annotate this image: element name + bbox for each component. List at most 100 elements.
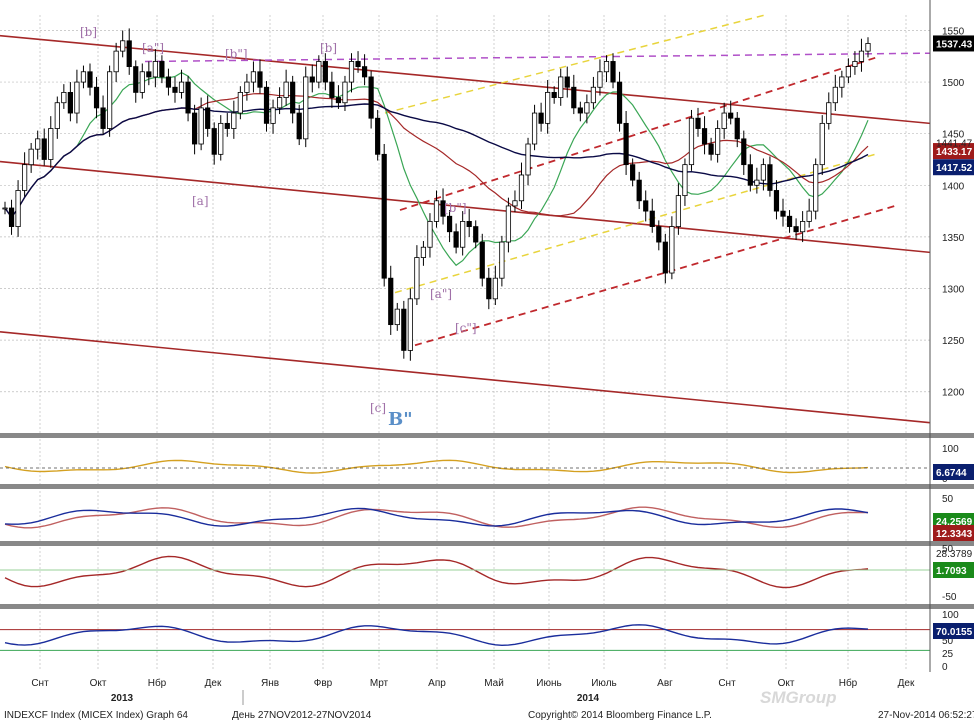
candle-body [211, 128, 217, 155]
candle-body [28, 148, 34, 166]
candle-body [54, 102, 60, 129]
ma-red-tag-bg [933, 143, 974, 160]
wave-label: [c"] [455, 321, 477, 335]
candle-body [741, 138, 747, 166]
moving-averages [4, 71, 869, 267]
candle-body [649, 210, 655, 227]
candle-body [682, 164, 688, 197]
candle-body [446, 215, 453, 233]
candle-body [701, 128, 708, 145]
candle-body [773, 190, 780, 212]
wave-labels: [b] [a"] [b"] [a] [b] [c]B" [b"] [a"] [c"] [80, 25, 477, 430]
y-tick-label: 1300 [942, 285, 965, 296]
candle-body [276, 97, 283, 109]
candle-body [754, 179, 760, 186]
candle-body [479, 241, 485, 279]
candle-body [165, 76, 172, 88]
p2-tick: 50 [942, 494, 954, 505]
candle-body [845, 66, 851, 78]
candles [2, 28, 871, 361]
candle-body [505, 205, 512, 243]
candle-body [237, 92, 243, 114]
month-label: Фвр [314, 678, 333, 689]
panel-separator [0, 604, 974, 609]
dashed-yellow-line [384, 14, 766, 114]
candle-body [303, 76, 309, 140]
p3-readout-2: 1.7093 [936, 566, 967, 577]
footer-range: День 27NOV2012-27NOV2014 [232, 710, 372, 721]
ma-green-tag: 1441.47 [936, 138, 973, 149]
candle-body [342, 81, 348, 104]
ma-black-tag: 1417.52 [936, 163, 973, 174]
wave-label: [b] [80, 25, 97, 39]
candle-body [440, 200, 446, 217]
month-label: Мрт [370, 678, 389, 689]
candle-body [316, 61, 322, 83]
candle-body [564, 76, 570, 88]
candle-body [322, 61, 328, 83]
candle-body [263, 86, 270, 124]
wave-label: [b] [320, 41, 337, 55]
candle-body [819, 122, 825, 166]
candle-body [800, 221, 806, 233]
month-label: Июнь [536, 678, 561, 689]
candle-body [355, 61, 361, 68]
candle-body [734, 117, 740, 140]
wave-label: [a"] [142, 41, 164, 55]
ma-black-tag-bg [933, 159, 974, 176]
p1-line [4, 459, 869, 474]
p2-readout-2: 12.3343 [936, 529, 973, 540]
candle-body [244, 81, 250, 93]
month-label: Дек [205, 678, 222, 689]
candle-body [401, 308, 407, 351]
candle-body [806, 210, 812, 222]
candle-body [139, 71, 145, 93]
p2-blue [4, 507, 869, 527]
candle-body [623, 122, 629, 166]
y-tick-label: 1450 [942, 130, 965, 141]
year-label: 2013 [111, 693, 134, 704]
channel-line [0, 331, 931, 424]
candle-body [427, 221, 433, 248]
dashed-purple-line [144, 52, 931, 63]
last-price-tag-bg [933, 35, 974, 52]
month-label: Снт [718, 678, 736, 689]
candle-body [715, 128, 721, 155]
p2-red [4, 506, 868, 529]
candle-body [414, 257, 420, 300]
candle-body [41, 138, 47, 160]
candle-body [107, 71, 113, 129]
candle-body [518, 174, 525, 202]
candle-body [780, 210, 786, 217]
candle-body [15, 190, 21, 227]
candle-body [113, 50, 119, 73]
candle-body [760, 164, 766, 181]
p1-last-tag: 6.6744 [936, 468, 967, 479]
wave-label: B" [388, 409, 413, 430]
p4-last-tag: 70.0155 [936, 627, 973, 638]
month-label: Дек [898, 678, 915, 689]
p4-tick: 50 [942, 636, 954, 647]
p1-tick: 100 [942, 444, 959, 455]
candle-body [381, 153, 387, 279]
candle-body [133, 66, 139, 93]
candle-body [126, 40, 132, 68]
p3-readout-1: 28.3789 [936, 549, 973, 560]
candle-body [309, 76, 315, 83]
ma-black-line [4, 103, 869, 219]
wave-label: [a] [192, 194, 209, 208]
candle-body [473, 226, 479, 243]
grid [0, 15, 974, 670]
candle-body [590, 86, 597, 104]
wave-label: [a"] [430, 287, 452, 301]
bottom-axis: Снт Окт Нбр Дек Янв Фвр Мрт Апр Май Июнь Июль Авг Сн… [31, 677, 915, 705]
month-label: Снт [31, 678, 49, 689]
candle-body [531, 112, 538, 145]
candle-body [335, 97, 342, 104]
candle-body [100, 107, 106, 129]
y-tick-label: 1500 [942, 78, 965, 89]
candle-body [545, 92, 551, 124]
candle-body [48, 128, 54, 160]
candle-body [793, 226, 799, 233]
